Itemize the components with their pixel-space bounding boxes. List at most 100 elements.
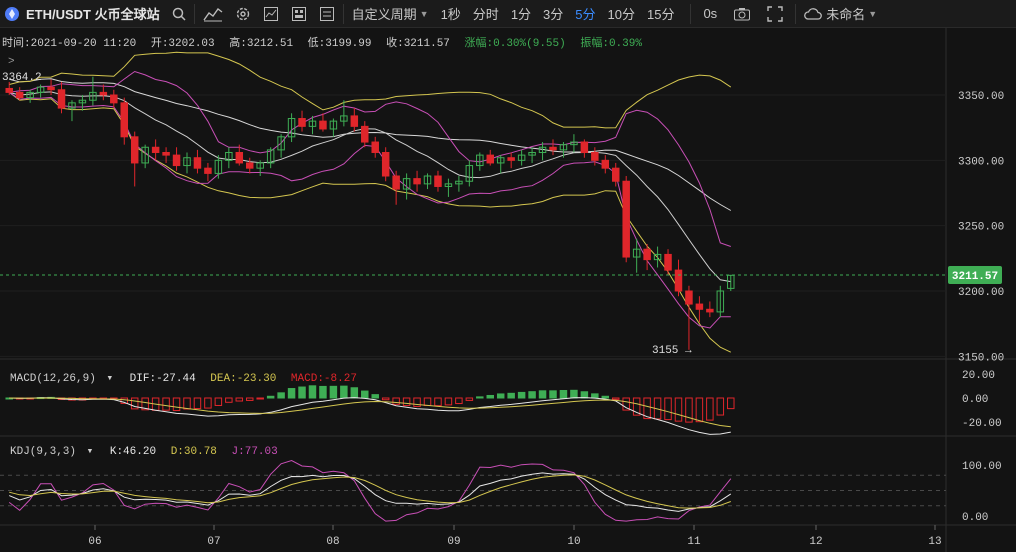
candle-body [225, 151, 233, 161]
period-menu[interactable]: 自定义周期 ▼ [346, 0, 435, 27]
boll-upper-line [9, 51, 732, 129]
macd-histogram-bar [256, 397, 264, 400]
time-axis: 06 07 08 09 10 11 12 13 [88, 525, 942, 548]
period-5m[interactable]: 5分 [569, 0, 601, 27]
candle-body [455, 180, 463, 185]
period-label: 10分 [607, 7, 635, 22]
macd-histogram-bar [507, 392, 515, 399]
macd-histogram-bar [141, 397, 149, 411]
macd-histogram-bar [496, 393, 505, 399]
chevron-down-icon: ▾ [87, 446, 94, 458]
chart-type-icon[interactable] [257, 0, 285, 27]
candle-body [26, 91, 34, 99]
layers-icon[interactable] [313, 0, 341, 27]
macd-histogram-bar [434, 397, 442, 407]
candle-body [287, 118, 296, 138]
candle-body [706, 308, 714, 313]
period-1s[interactable]: 1秒 [435, 0, 467, 27]
candle-body [612, 167, 620, 182]
macd-histogram-bar [528, 391, 536, 399]
candle-body [266, 149, 275, 164]
price-tick-label: 3200.00 [958, 287, 1004, 299]
macd-dif: DIF:-27.44 [130, 373, 196, 385]
x-tick-label: 06 [88, 536, 101, 548]
period-timeshare[interactable]: 分时 [467, 0, 505, 27]
macd-histogram-bar [277, 392, 285, 399]
kdj-tick-label: 0.00 [962, 512, 988, 524]
candle-body [507, 157, 515, 161]
macd-histogram-bar [695, 397, 704, 423]
macd-histogram-bar [371, 394, 379, 399]
macd-histogram-bar [183, 397, 191, 410]
macd-histogram-bar [632, 397, 641, 416]
candle-body [570, 141, 578, 146]
camera-icon[interactable] [727, 0, 757, 27]
toolbar-divider [795, 3, 797, 24]
macd-header: MACD(12,26,9) ▾ DIF:-27.44 DEA:-23.30 MA… [10, 373, 357, 385]
period-label: 3分 [543, 7, 564, 22]
period-3m[interactable]: 3分 [537, 0, 569, 27]
macd-histogram-bar [455, 397, 463, 405]
macd-histogram-bar [350, 387, 359, 399]
macd-histogram-bar [486, 394, 494, 399]
macd-histogram-bar [235, 397, 244, 402]
candle-body [235, 151, 244, 164]
macd-histogram-bar [622, 397, 630, 411]
kdj-label: KDJ(9,3,3) [10, 446, 76, 458]
settings-gear-icon[interactable] [229, 0, 257, 27]
candle-body [727, 274, 735, 289]
candle-body [120, 102, 128, 138]
cloud-save-menu[interactable]: 未命名 ▼ [798, 0, 883, 27]
candle-body [528, 151, 536, 156]
chart-area[interactable]: 20.00 0.00 -20.00 100.00 0.00 时间:2021-09-20… [0, 28, 1016, 552]
current-price-tag [948, 266, 1002, 284]
symbol-label: ETH/USDT 火币全球站 [26, 7, 160, 22]
symbol-selector[interactable]: ETH/USDT 火币全球站 [0, 0, 166, 27]
expand-chevron-icon[interactable]: > [8, 56, 15, 68]
candle-body [622, 180, 630, 258]
candle-body [214, 159, 223, 174]
macd-histogram-bar [319, 385, 327, 399]
x-tick-label: 12 [809, 536, 822, 548]
candles [5, 76, 735, 350]
candle-body [5, 87, 13, 93]
candle-body [15, 91, 24, 99]
macd-histogram-bar [674, 397, 683, 422]
candle-body [381, 151, 390, 177]
high-marker: 3364.2 [2, 72, 42, 84]
countdown-text: 0s [703, 6, 718, 21]
macd-histogram-bar [193, 397, 202, 410]
candle-body [183, 157, 191, 167]
ohlc-close: 收:3211.57 [386, 35, 450, 50]
price-axis: 3350.00 3300.00 3250.00 3200.00 3150.00 [958, 91, 1004, 364]
macd-tick-label: 20.00 [962, 370, 995, 382]
candle-body [716, 290, 725, 313]
macd-dea: DEA:-23.30 [210, 373, 276, 385]
macd-histogram-bar [643, 397, 651, 420]
search-icon[interactable] [166, 0, 192, 27]
candle-body [601, 159, 610, 169]
period-label: 分时 [472, 7, 499, 22]
period-10m[interactable]: 10分 [602, 0, 641, 27]
candle-body [340, 115, 348, 122]
period-1m[interactable]: 1分 [505, 0, 537, 27]
ohlc-amplitude: 振幅:0.39% [580, 35, 642, 50]
macd-histogram-bar [361, 390, 369, 399]
price-tick-label: 3300.00 [958, 156, 1004, 168]
macd-histogram-bar [538, 390, 547, 399]
candle-body [559, 144, 568, 151]
indicators-icon[interactable] [197, 0, 229, 27]
macd-histogram-bar [664, 397, 672, 421]
candle-body [256, 162, 264, 169]
ohlc-high: 高:3212.51 [229, 35, 293, 50]
ohlc-open: 开:3202.03 [151, 37, 215, 50]
candle-body [193, 157, 202, 169]
period-15m[interactable]: 15分 [641, 0, 680, 27]
template-icon[interactable] [285, 0, 313, 27]
countdown-label: 0s [693, 0, 727, 27]
boll-inner-lower-line [8, 91, 731, 329]
macd-histogram-bar [413, 397, 421, 407]
candle-body [298, 118, 306, 127]
candle-body [444, 183, 453, 187]
fullscreen-icon[interactable] [757, 0, 793, 27]
